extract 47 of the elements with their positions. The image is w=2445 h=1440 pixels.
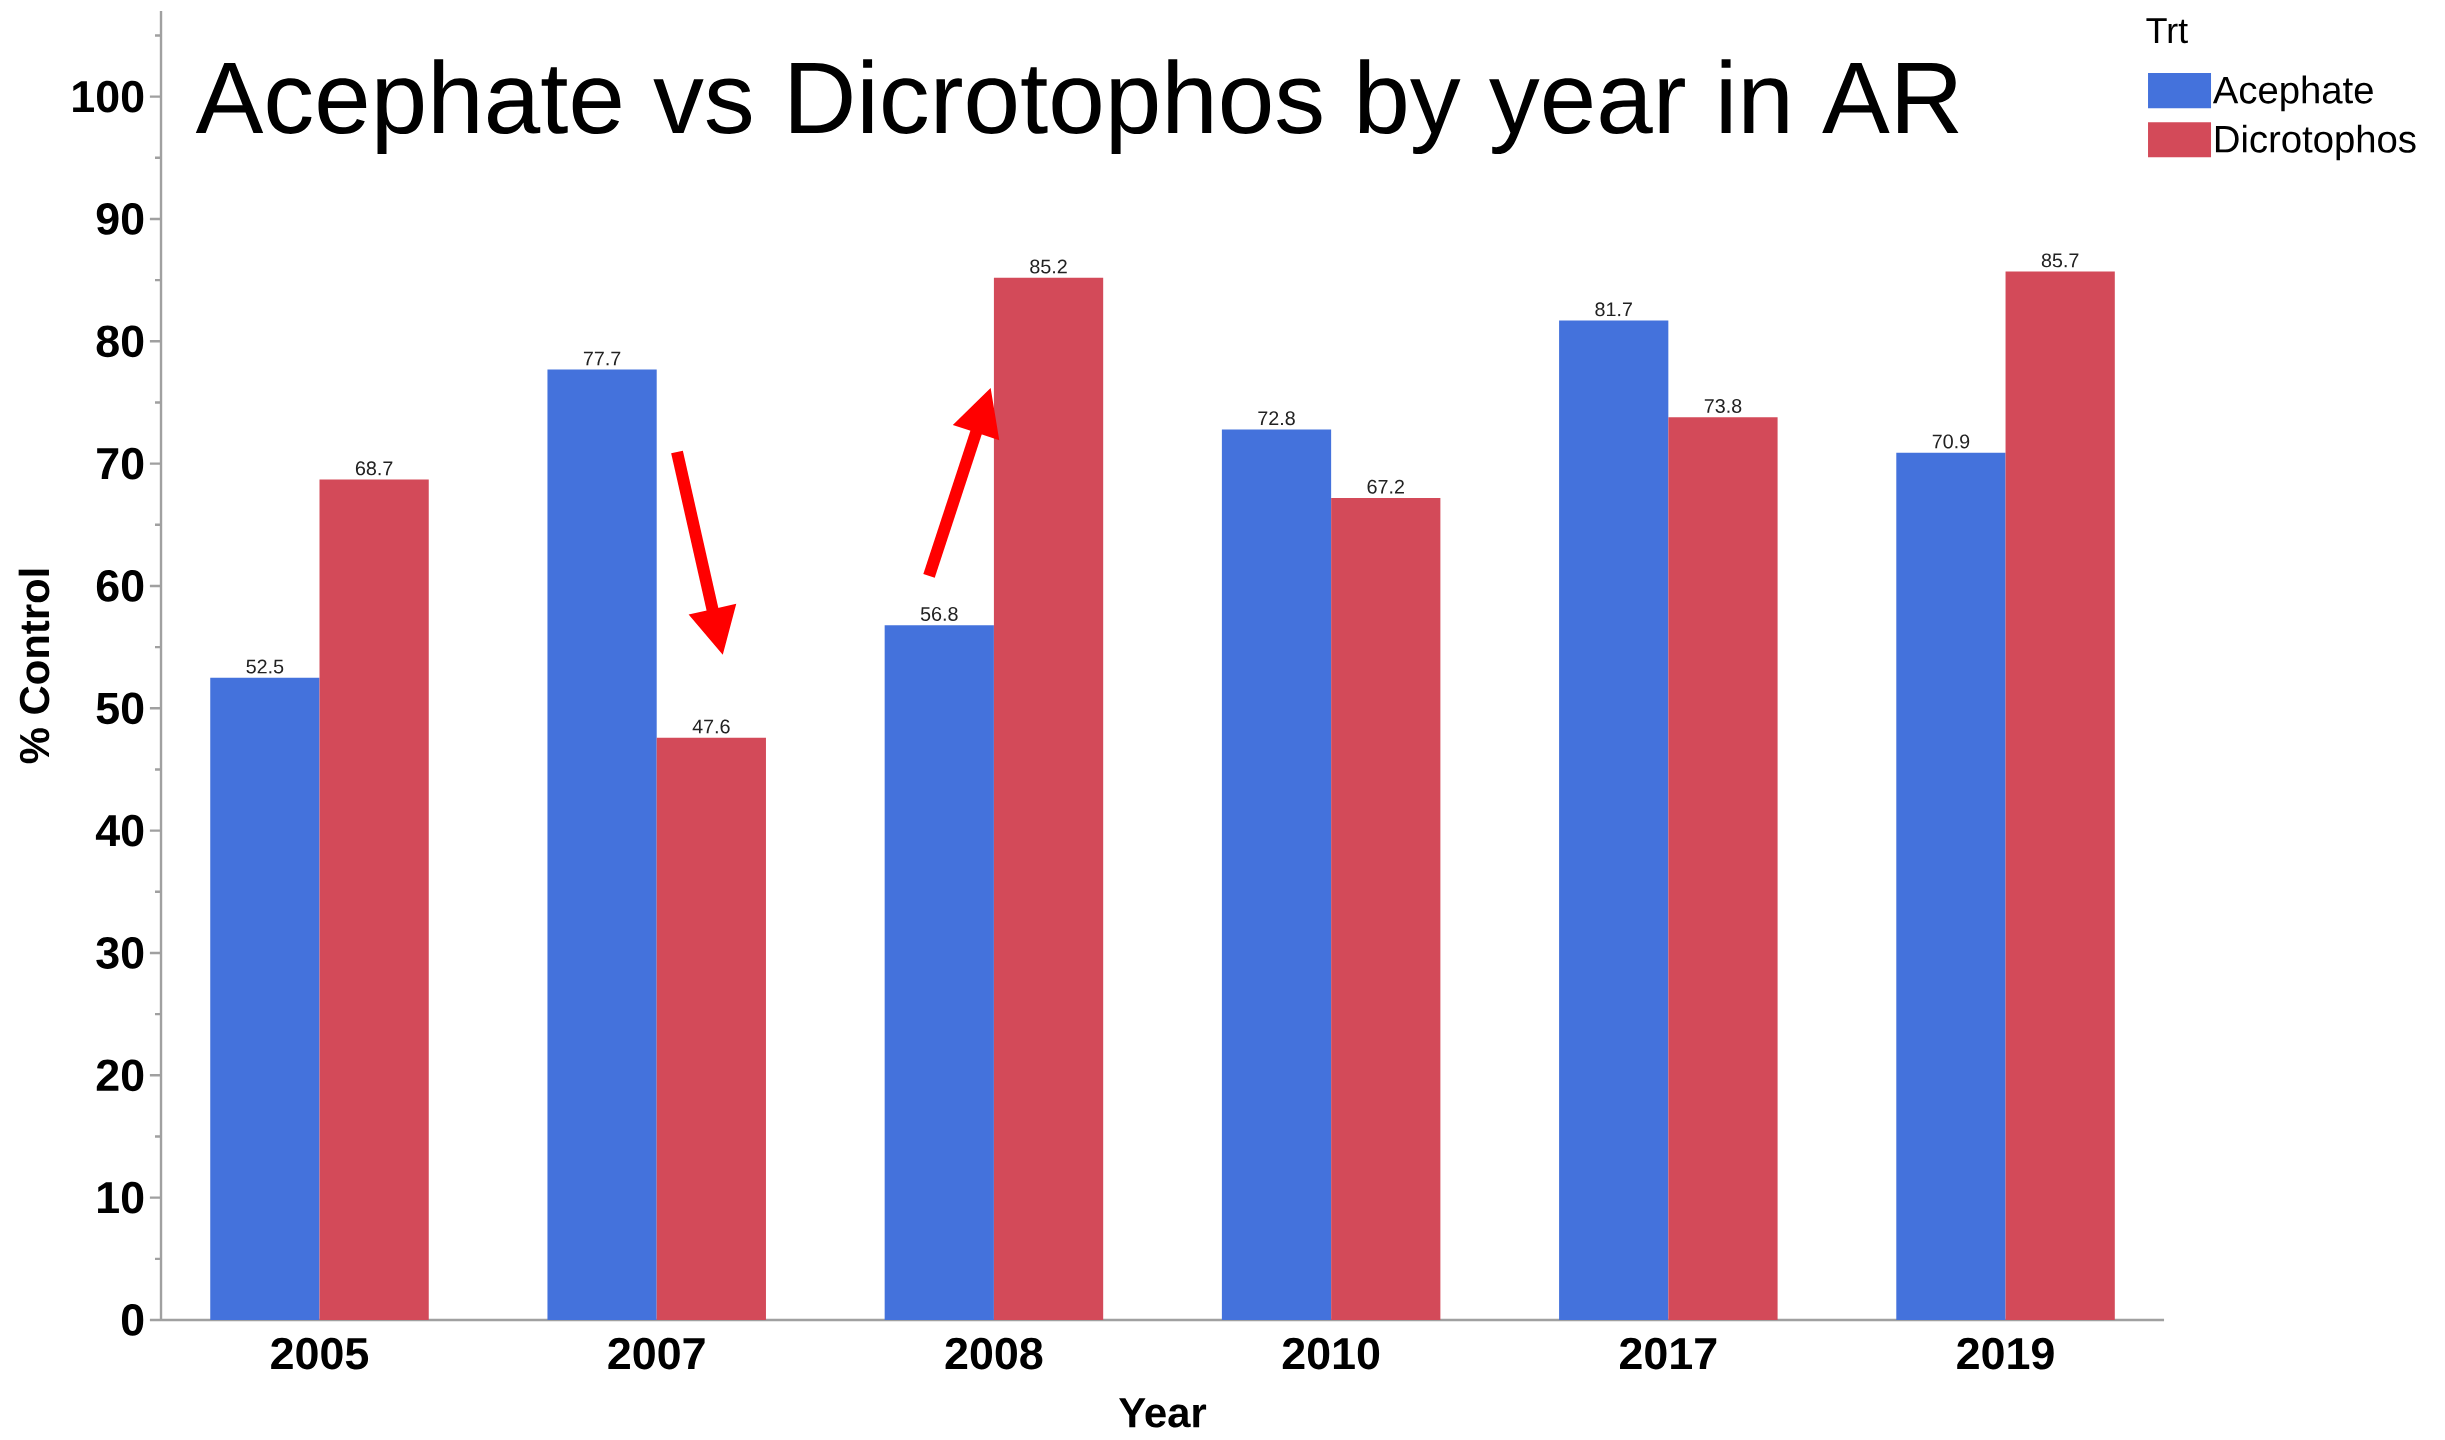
y-tick-label: 50	[96, 692, 144, 725]
chart-title: Acephate vs Dicrotophos by year in AR	[195, 59, 1959, 155]
y-tick-label: 20	[96, 1059, 144, 1092]
data-label: 67.2	[1367, 479, 1404, 494]
bar	[2005, 271, 2115, 1320]
legend-title: Trt	[2146, 18, 2188, 44]
bar	[1331, 497, 1441, 1320]
y-tick-label: 30	[96, 937, 144, 969]
y-tick-label: 40	[95, 814, 144, 847]
bar	[1668, 417, 1778, 1320]
data-label: 81.7	[1595, 302, 1632, 317]
y-tick-label: 90	[96, 203, 144, 235]
data-label: 85.7	[2041, 253, 2079, 268]
bar	[319, 479, 429, 1320]
bar	[884, 625, 994, 1320]
data-label: 77.7	[583, 351, 621, 366]
data-label: 85.2	[1030, 259, 1067, 274]
data-label: 47.6	[692, 719, 730, 734]
bar	[1559, 320, 1669, 1320]
data-label: 70.9	[1932, 434, 1970, 449]
bar	[1896, 452, 2006, 1320]
y-axis-title: % Control	[18, 569, 50, 764]
bar	[210, 677, 320, 1320]
bar	[547, 369, 657, 1320]
x-tick-label: 2008	[945, 1337, 1043, 1370]
bar	[1221, 429, 1332, 1320]
data-label: 72.8	[1258, 411, 1295, 426]
x-tick-label: 2010	[1282, 1337, 1380, 1370]
data-label: 52.5	[246, 659, 284, 674]
data-label: 56.8	[920, 606, 958, 621]
legend-label: Dicrotophos	[2215, 124, 2416, 161]
y-tick-label: 10	[98, 1181, 144, 1214]
x-tick-label: 2005	[271, 1337, 369, 1370]
x-axis-title: Year	[1119, 1398, 1207, 1428]
bar	[993, 277, 1104, 1320]
y-tick-label: 80	[96, 325, 144, 358]
y-tick-label: 0	[121, 1304, 144, 1336]
legend-label: Acephate	[2212, 75, 2373, 112]
x-tick-label: 2007	[608, 1337, 705, 1370]
x-tick-label: 2017	[1620, 1337, 1717, 1370]
y-tick-label: 60	[96, 570, 144, 602]
y-tick-label: 70	[97, 447, 144, 480]
data-label: 73.8	[1704, 398, 1742, 413]
x-tick-label: 2019	[1957, 1337, 2054, 1370]
bar	[656, 737, 766, 1320]
y-tick-label: 100	[73, 80, 144, 113]
data-label: 68.7	[355, 461, 393, 476]
